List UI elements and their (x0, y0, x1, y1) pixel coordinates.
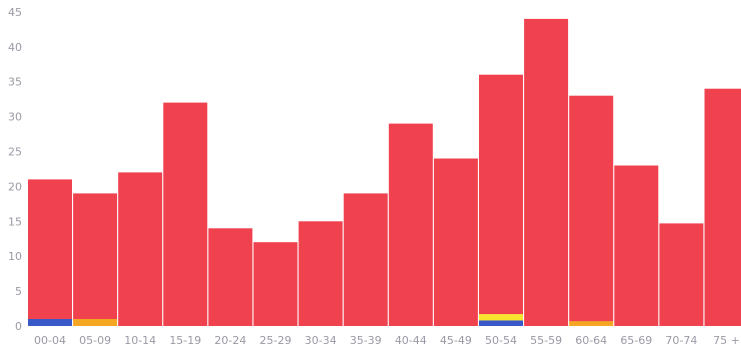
y-tick-label: 40 (8, 41, 22, 54)
x-tick-label: 60-64 (575, 334, 607, 347)
bar-00-04-segment-0 (28, 319, 72, 326)
y-tick-label: 10 (8, 250, 22, 263)
x-tick-label: 00-04 (34, 334, 66, 347)
y-tick-label: 45 (8, 6, 22, 19)
y-tick-label: 35 (8, 76, 22, 89)
y-tick-label: 20 (8, 180, 22, 193)
y-tick-label: 15 (8, 215, 22, 228)
y-tick-label: 0 (15, 320, 22, 333)
x-tick-label: 35-39 (350, 334, 382, 347)
x-tick-label: 70-74 (665, 334, 697, 347)
bar-75-segment-3 (704, 88, 741, 326)
x-tick-label: 65-69 (620, 334, 652, 347)
bar-35-39-segment-3 (343, 193, 388, 326)
bar-50-54-segment-2 (479, 314, 523, 321)
bar-70-74-segment-3 (659, 223, 704, 326)
x-tick-label: 40-44 (395, 334, 427, 347)
y-tick-label: 30 (8, 111, 22, 124)
x-tick-label: 30-34 (305, 334, 337, 347)
y-tick-label: 25 (8, 146, 22, 159)
bar-60-64-segment-1 (569, 321, 614, 326)
bar-50-54-segment-3 (479, 74, 523, 315)
bar-30-34-segment-3 (298, 221, 343, 326)
x-tick-label: 20-24 (214, 334, 246, 347)
x-tick-label: 75 + (713, 334, 740, 347)
x-tick-label: 25-29 (260, 334, 292, 347)
bar-10-14-segment-3 (118, 172, 163, 326)
y-axis-tick-labels: 0 5 10 15 20 25 30 35 40 45 (8, 6, 22, 333)
bar-45-49-segment-3 (433, 158, 478, 326)
bar-65-69-segment-3 (614, 165, 659, 326)
bars (28, 18, 741, 327)
bar-50-54-segment-0 (479, 320, 523, 326)
bar-05-09-segment-3 (73, 193, 118, 319)
bar-20-24-segment-3 (208, 228, 253, 326)
x-tick-label: 10-14 (124, 334, 156, 347)
bar-25-29-segment-3 (253, 242, 298, 326)
x-tick-label: 15-19 (169, 334, 201, 347)
x-tick-label: 45-49 (440, 334, 472, 347)
bar-00-04-segment-3 (28, 179, 72, 319)
x-tick-label: 50-54 (485, 334, 517, 347)
bar-60-64-segment-3 (569, 95, 614, 322)
x-axis-tick-labels: 00-04 05-09 10-14 15-19 20-24 25-29 30-34 35-39… (34, 334, 740, 347)
bar-15-19-segment-3 (163, 102, 208, 326)
x-tick-label: 55-59 (530, 334, 562, 347)
bar-05-09-segment-1 (73, 319, 118, 326)
bar-55-59-segment-3 (524, 18, 569, 327)
x-tick-label: 05-09 (79, 334, 111, 347)
bar-40-44-segment-3 (388, 123, 433, 326)
y-tick-label: 5 (15, 285, 22, 298)
